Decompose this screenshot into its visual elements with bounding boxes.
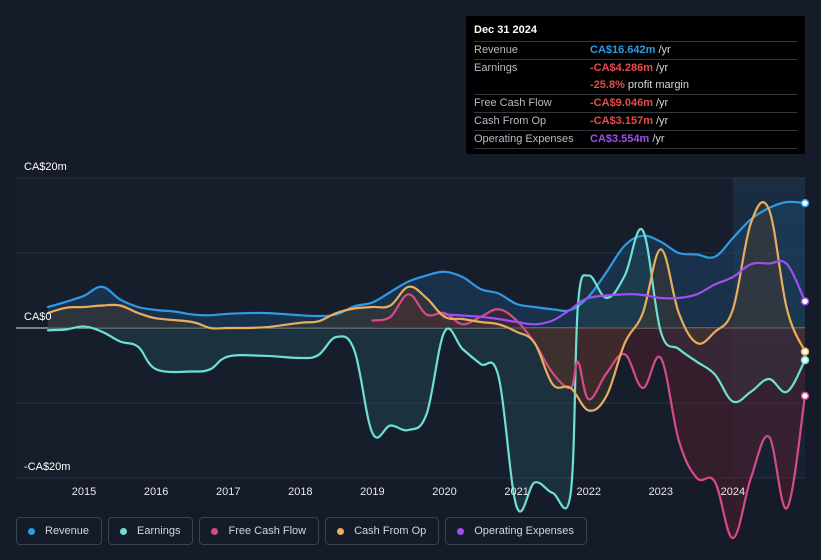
end-dot-operating-expenses — [800, 297, 810, 306]
tooltip-label: Cash From Op — [474, 115, 547, 127]
x-tick-label: 2020 — [432, 486, 456, 498]
tooltip-row-earnings: Earnings -CA$4.286m/yr — [474, 60, 797, 77]
end-dot-free-cash-flow — [800, 391, 810, 401]
legend-label: Free Cash Flow — [228, 525, 307, 537]
legend-dot-icon — [457, 527, 465, 535]
legend-item-earnings[interactable]: Earnings — [108, 517, 194, 545]
x-tick-label: 2017 — [216, 486, 240, 498]
x-tick-label: 2023 — [649, 486, 673, 498]
x-tick-label: 2019 — [360, 486, 384, 498]
tooltip-value: -CA$9.046m — [590, 97, 653, 109]
tooltip-date: Dec 31 2024 — [474, 23, 797, 42]
legend-label: Operating Expenses — [474, 525, 574, 537]
legend-label: Earnings — [137, 525, 181, 537]
tooltip-value: CA$3.554m — [590, 133, 650, 145]
legend-label: Revenue — [45, 525, 90, 537]
y-tick-label-bottom: -CA$20m — [24, 461, 70, 473]
x-tick-label: 2015 — [72, 486, 96, 498]
y-tick-label-top: CA$20m — [24, 161, 67, 173]
line-cash-from-op — [46, 201, 807, 412]
x-tick-label: 2024 — [721, 486, 745, 498]
line-operating-expenses — [443, 259, 807, 326]
x-tick-label: 2016 — [144, 486, 168, 498]
tooltip-value: -25.8% — [590, 79, 625, 91]
tooltip-value-wrap: -CA$3.157m/yr — [590, 113, 668, 130]
tooltip-unit: /yr — [652, 133, 665, 145]
x-tick-labels: 2015 2016 2017 2018 2019 2020 2021 2022 2023 2024 — [72, 486, 745, 498]
legend-dot-icon — [211, 527, 219, 535]
tooltip-value-wrap: CA$16.642m/yr — [590, 42, 671, 59]
legend-label: Cash From Op — [354, 525, 427, 537]
tooltip-row-free-cash-flow: Free Cash Flow -CA$9.046m/yr — [474, 95, 797, 113]
tooltip-unit: /yr — [658, 44, 671, 56]
x-tick-label: 2018 — [288, 486, 312, 498]
legend-dot-icon — [337, 527, 345, 535]
tooltip-row-cash-from-op: Cash From Op -CA$3.157m/yr — [474, 113, 797, 131]
tooltip-unit: /yr — [655, 97, 669, 109]
x-tick-label: 2022 — [576, 486, 600, 498]
tooltip-unit: /yr — [655, 115, 669, 127]
legend-item-operating-expenses[interactable]: Operating Expenses — [445, 517, 587, 545]
line-earnings — [46, 227, 807, 513]
tooltip-unit: /yr — [655, 62, 669, 74]
legend-item-free-cash-flow[interactable]: Free Cash Flow — [199, 517, 320, 545]
tooltip-label — [474, 77, 590, 94]
legend-item-cash-from-op[interactable]: Cash From Op — [325, 517, 440, 545]
area-revenue — [48, 201, 805, 328]
tooltip-value-wrap: -CA$9.046m/yr — [590, 95, 668, 112]
tooltip-value: -CA$3.157m — [590, 115, 653, 127]
tooltip-row-revenue: Revenue CA$16.642m/yr — [474, 42, 797, 60]
gridlines — [16, 177, 805, 479]
end-dot-revenue — [800, 198, 810, 208]
series-lines — [46, 200, 807, 540]
series-end-dots — [800, 198, 810, 401]
tooltip-row-operating-expenses: Operating Expenses CA$3.554m/yr — [474, 131, 797, 149]
tooltip-value-wrap: -CA$4.286m/yr — [590, 60, 668, 77]
x-tick-label: 2021 — [504, 486, 528, 498]
legend-item-revenue[interactable]: Revenue — [16, 517, 103, 545]
tooltip-value-wrap: -25.8% profit margin — [590, 77, 689, 94]
tooltip: Dec 31 2024 Revenue CA$16.642m/yr Earnin… — [466, 16, 805, 154]
tooltip-value: CA$16.642m — [590, 44, 656, 56]
area-earnings — [48, 228, 805, 512]
tooltip-label: Earnings — [474, 62, 518, 74]
tooltip-label: Free Cash Flow — [474, 97, 552, 109]
tooltip-row-profit-margin: -25.8% profit margin — [474, 77, 797, 95]
tooltip-value-wrap: CA$3.554m/yr — [590, 131, 665, 148]
tooltip-label: Operating Expenses — [474, 133, 574, 145]
legend: Revenue Earnings Free Cash Flow Cash Fro… — [16, 517, 587, 545]
end-dot-earnings — [800, 355, 810, 365]
tooltip-label: Revenue — [474, 44, 519, 56]
y-tick-label-zero: CA$0 — [24, 311, 52, 323]
end-dot-cash-from-op — [800, 347, 810, 356]
legend-dot-icon — [28, 527, 35, 535]
legend-dot-icon — [120, 527, 128, 535]
tooltip-value: -CA$4.286m — [590, 62, 653, 74]
tooltip-unit: profit margin — [627, 79, 689, 91]
line-revenue — [46, 200, 807, 318]
